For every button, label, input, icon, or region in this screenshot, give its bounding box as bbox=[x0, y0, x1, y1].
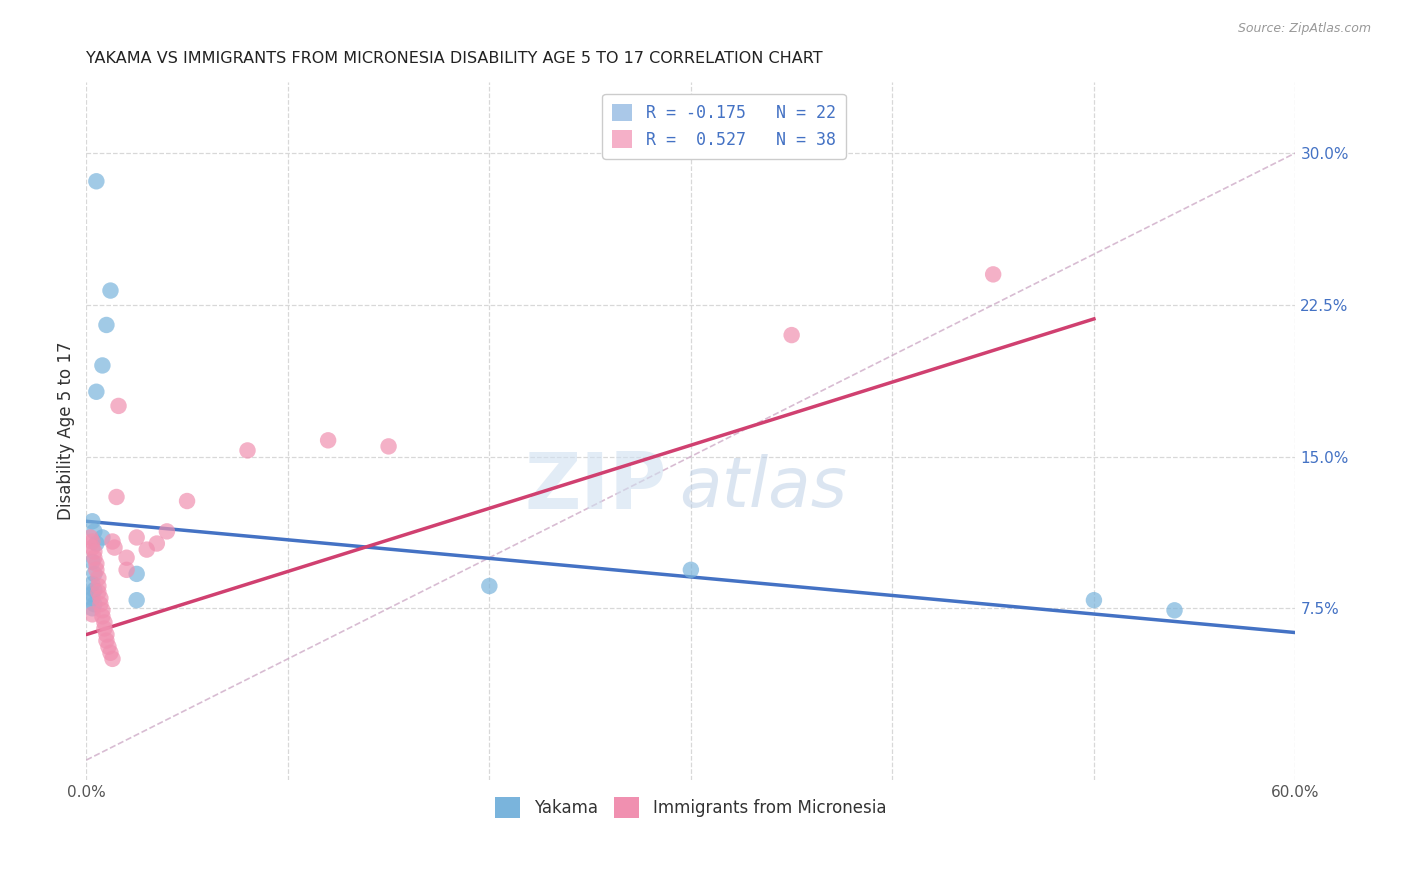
Point bbox=[125, 593, 148, 607]
Point bbox=[1083, 593, 1105, 607]
Point bbox=[981, 268, 1004, 282]
Point bbox=[103, 541, 125, 555]
Point bbox=[87, 585, 110, 599]
Point bbox=[377, 439, 399, 453]
Point bbox=[135, 542, 157, 557]
Point bbox=[105, 490, 128, 504]
Point bbox=[236, 443, 259, 458]
Point bbox=[115, 563, 138, 577]
Point bbox=[96, 627, 118, 641]
Point bbox=[83, 544, 105, 558]
Point bbox=[101, 652, 124, 666]
Text: atlas: atlas bbox=[679, 453, 846, 521]
Point bbox=[86, 563, 108, 577]
Point bbox=[780, 328, 803, 343]
Point bbox=[316, 434, 339, 448]
Point bbox=[478, 579, 501, 593]
Point bbox=[82, 601, 104, 615]
Point bbox=[86, 174, 108, 188]
Point bbox=[82, 534, 104, 549]
Point bbox=[86, 536, 108, 550]
Point bbox=[125, 531, 148, 545]
Point bbox=[91, 531, 114, 545]
Point bbox=[100, 646, 122, 660]
Point bbox=[93, 622, 115, 636]
Point bbox=[89, 597, 111, 611]
Point bbox=[679, 563, 702, 577]
Point bbox=[101, 534, 124, 549]
Point bbox=[176, 494, 198, 508]
Point bbox=[82, 587, 104, 601]
Point bbox=[93, 615, 115, 630]
Point bbox=[91, 603, 114, 617]
Point bbox=[83, 550, 105, 565]
Point bbox=[82, 541, 104, 555]
Point bbox=[82, 577, 104, 591]
Point bbox=[82, 591, 104, 606]
Point bbox=[83, 597, 105, 611]
Point bbox=[125, 566, 148, 581]
Point bbox=[115, 550, 138, 565]
Point bbox=[86, 384, 108, 399]
Legend: Yakama, Immigrants from Micronesia: Yakama, Immigrants from Micronesia bbox=[489, 790, 893, 824]
Point bbox=[146, 536, 169, 550]
Point bbox=[82, 514, 104, 528]
Point bbox=[1163, 603, 1185, 617]
Text: ZIP: ZIP bbox=[524, 449, 666, 525]
Point bbox=[83, 566, 105, 581]
Point bbox=[96, 633, 118, 648]
Point bbox=[86, 557, 108, 571]
Point bbox=[87, 571, 110, 585]
Point bbox=[79, 531, 101, 545]
Point bbox=[156, 524, 179, 539]
Point bbox=[87, 579, 110, 593]
Point bbox=[100, 284, 122, 298]
Text: YAKAMA VS IMMIGRANTS FROM MICRONESIA DISABILITY AGE 5 TO 17 CORRELATION CHART: YAKAMA VS IMMIGRANTS FROM MICRONESIA DIS… bbox=[86, 51, 823, 66]
Text: Source: ZipAtlas.com: Source: ZipAtlas.com bbox=[1237, 22, 1371, 36]
Point bbox=[91, 359, 114, 373]
Point bbox=[97, 640, 120, 654]
Point bbox=[83, 524, 105, 539]
Point bbox=[107, 399, 129, 413]
Point bbox=[91, 609, 114, 624]
Point bbox=[82, 607, 104, 622]
Point bbox=[96, 318, 118, 332]
Point bbox=[82, 555, 104, 569]
Y-axis label: Disability Age 5 to 17: Disability Age 5 to 17 bbox=[58, 342, 75, 520]
Point bbox=[83, 583, 105, 598]
Point bbox=[89, 591, 111, 606]
